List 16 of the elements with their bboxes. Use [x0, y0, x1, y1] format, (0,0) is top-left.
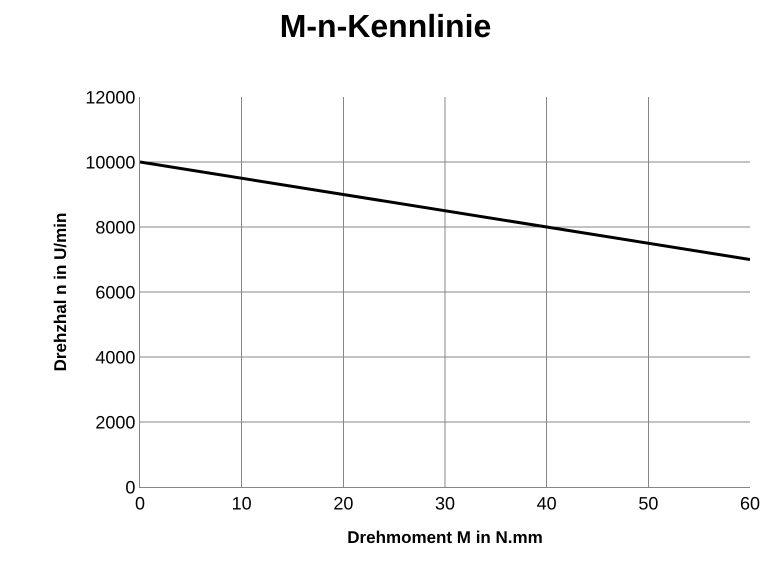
y-tick-label: 6000: [95, 282, 136, 302]
x-tick-label: 40: [536, 494, 557, 514]
y-axis-title: Drehzhal n in U/min: [50, 212, 70, 372]
y-tick-label: 2000: [95, 412, 136, 432]
x-tick-label: 10: [232, 494, 252, 514]
chart-title: M-n-Kennlinie: [280, 8, 492, 44]
y-tick-label: 8000: [95, 217, 136, 238]
y-tick-label: 10000: [85, 152, 136, 172]
x-tick-label: 50: [638, 494, 658, 514]
y-tick-label: 4000: [95, 347, 136, 368]
x-tick-label: 20: [333, 494, 354, 514]
x-axis-title: Drehmoment M in N.mm: [347, 528, 543, 547]
y-tick-label: 0: [125, 477, 136, 498]
y-tick-label: 12000: [85, 87, 136, 108]
x-tick-label: 60: [740, 494, 760, 514]
x-tick-label: 30: [434, 494, 456, 514]
